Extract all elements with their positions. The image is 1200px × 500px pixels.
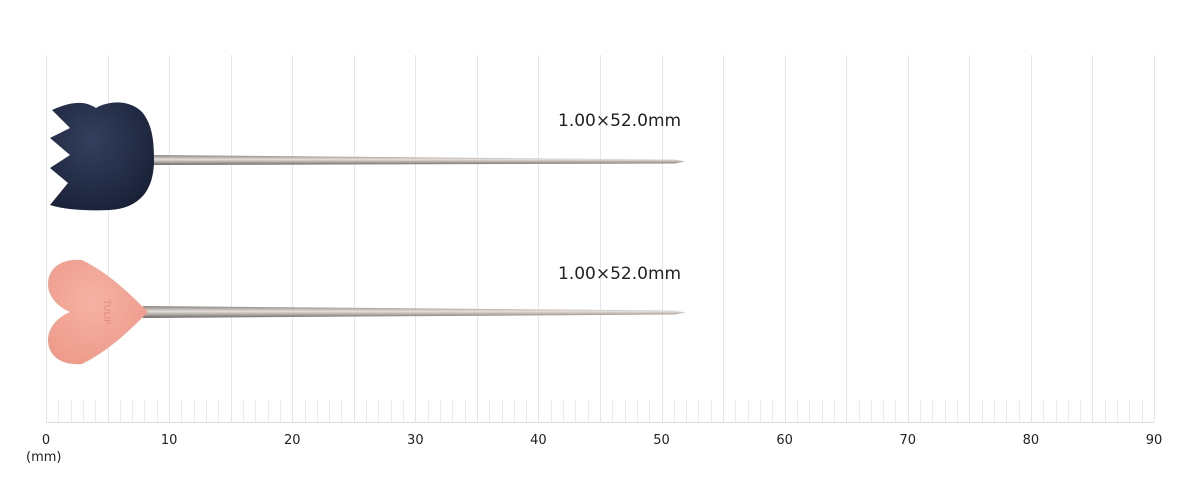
tick-label: 70 bbox=[899, 433, 917, 448]
pins: TULIP JAPAN TULIP bbox=[48, 102, 686, 365]
svg-text:TULIP: TULIP bbox=[99, 144, 109, 171]
tick-label: 40 bbox=[530, 433, 547, 448]
svg-text:TULIP: TULIP bbox=[101, 298, 111, 325]
heart-pin: TULIP bbox=[48, 259, 686, 365]
pin-shaft bbox=[150, 155, 685, 165]
unit-label: (mm) bbox=[26, 450, 62, 465]
pin-size-label: 1.00×52.0mm bbox=[558, 264, 682, 284]
tulip-pin: TULIP JAPAN bbox=[50, 102, 685, 211]
tick-label: 10 bbox=[160, 433, 178, 448]
svg-text:JAPAN: JAPAN bbox=[112, 147, 120, 169]
heart-head-icon bbox=[48, 259, 148, 365]
tick-label: 60 bbox=[776, 433, 793, 448]
tick-label: 50 bbox=[653, 433, 670, 448]
tick-label: 80 bbox=[1022, 433, 1040, 448]
tulip-head-icon bbox=[50, 102, 154, 211]
tick-label: 90 bbox=[1145, 433, 1163, 448]
pin-size-label: 1.00×52.0mm bbox=[558, 111, 682, 131]
tick-label: 0 bbox=[41, 433, 51, 448]
tick-label: 20 bbox=[283, 433, 301, 448]
pin-shaft bbox=[143, 306, 686, 318]
tick-label: 30 bbox=[407, 433, 424, 448]
